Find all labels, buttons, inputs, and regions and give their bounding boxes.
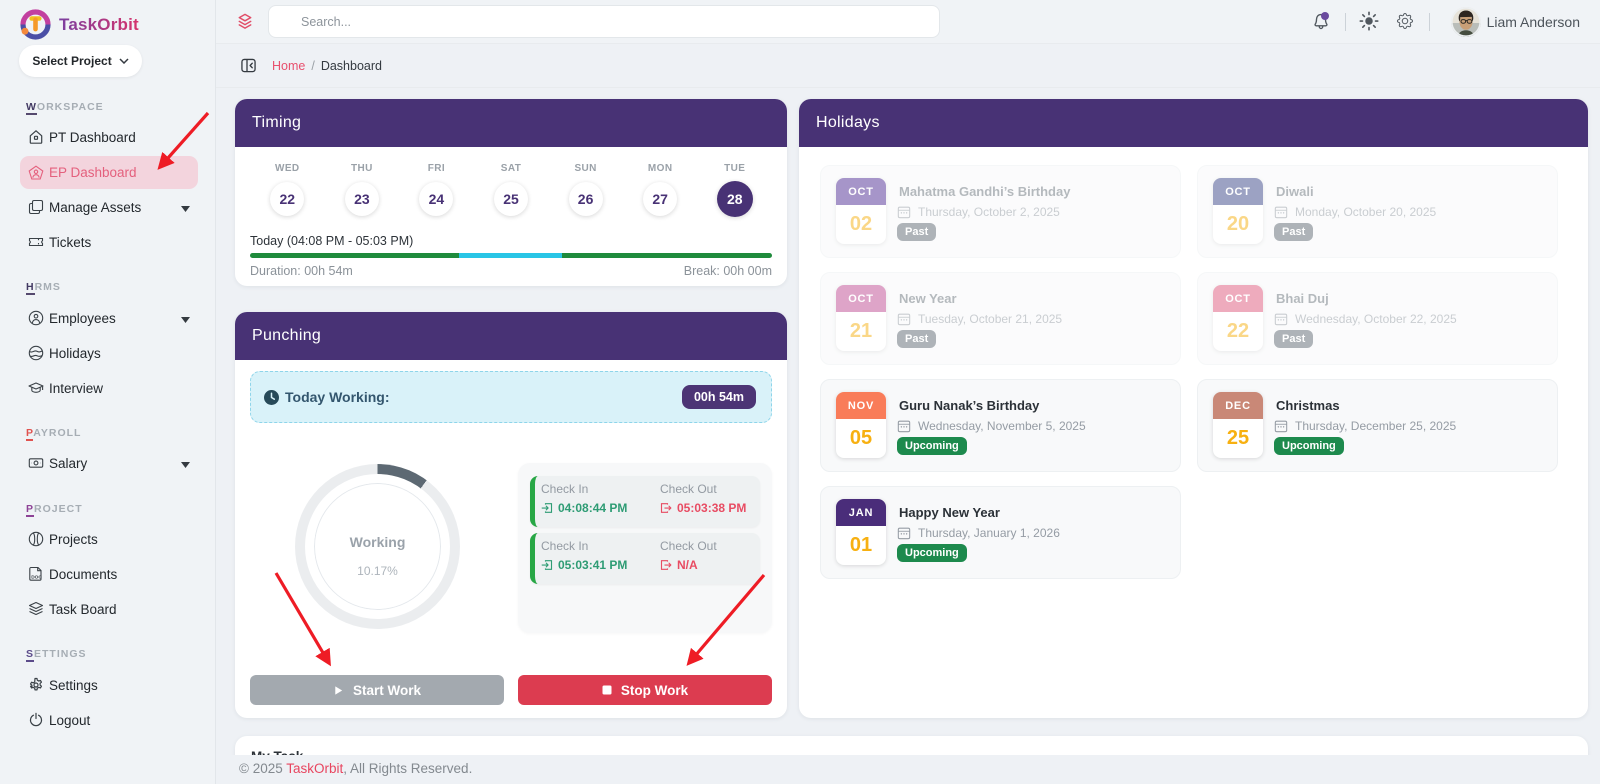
svg-text:DOC: DOC bbox=[31, 574, 42, 580]
